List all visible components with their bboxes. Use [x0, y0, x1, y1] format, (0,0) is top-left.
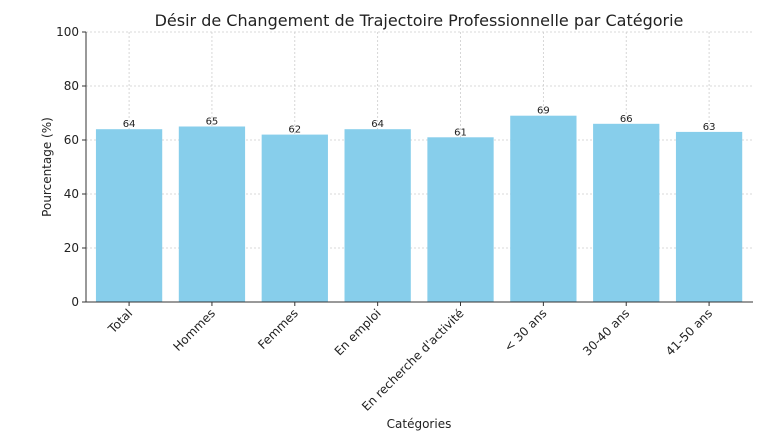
bar-value-label: 65 — [206, 117, 219, 128]
bar-value-label: 66 — [620, 114, 633, 125]
x-tick-label: < 30 ans — [501, 306, 549, 354]
y-tick-label: 60 — [64, 133, 79, 147]
bars — [95, 115, 743, 302]
y-axis-label: Pourcentage (%) — [40, 117, 54, 217]
y-tick-label: 40 — [64, 187, 79, 201]
bar-7 — [675, 131, 743, 302]
bar-5 — [510, 115, 577, 302]
bar-value-label: 63 — [703, 122, 716, 133]
bar-6 — [593, 123, 660, 302]
x-tick-label: Femmes — [255, 306, 301, 352]
bar-4 — [427, 137, 494, 302]
bar-1 — [178, 126, 246, 302]
bar-value-label: 61 — [454, 127, 467, 138]
bar-value-label: 64 — [371, 119, 384, 130]
chart-title: Désir de Changement de Trajectoire Profe… — [155, 11, 684, 30]
y-tick-label: 80 — [64, 79, 79, 93]
x-axis-label: Catégories — [387, 417, 452, 431]
bar-value-label: 62 — [288, 125, 301, 136]
y-tick-label: 0 — [71, 295, 79, 309]
y-tick-labels: 0 20 40 60 80 100 — [56, 25, 79, 309]
bar-2 — [261, 134, 328, 302]
data-labels: 64 65 62 64 61 69 66 63 — [123, 106, 716, 139]
bar-value-label: 69 — [537, 106, 550, 117]
bar-0 — [95, 129, 163, 302]
x-tick-label: 41-50 ans — [663, 306, 715, 358]
bar-value-label: 64 — [123, 119, 136, 130]
x-tick-label: Total — [105, 306, 135, 336]
axes — [82, 31, 753, 306]
y-tick-label: 100 — [56, 25, 79, 39]
x-tick-label: 30-40 ans — [580, 306, 632, 358]
bar-3 — [344, 129, 411, 302]
x-tick-label: Hommes — [170, 306, 218, 354]
y-tick-label: 20 — [64, 241, 79, 255]
x-tick-label: En emploi — [332, 306, 384, 358]
